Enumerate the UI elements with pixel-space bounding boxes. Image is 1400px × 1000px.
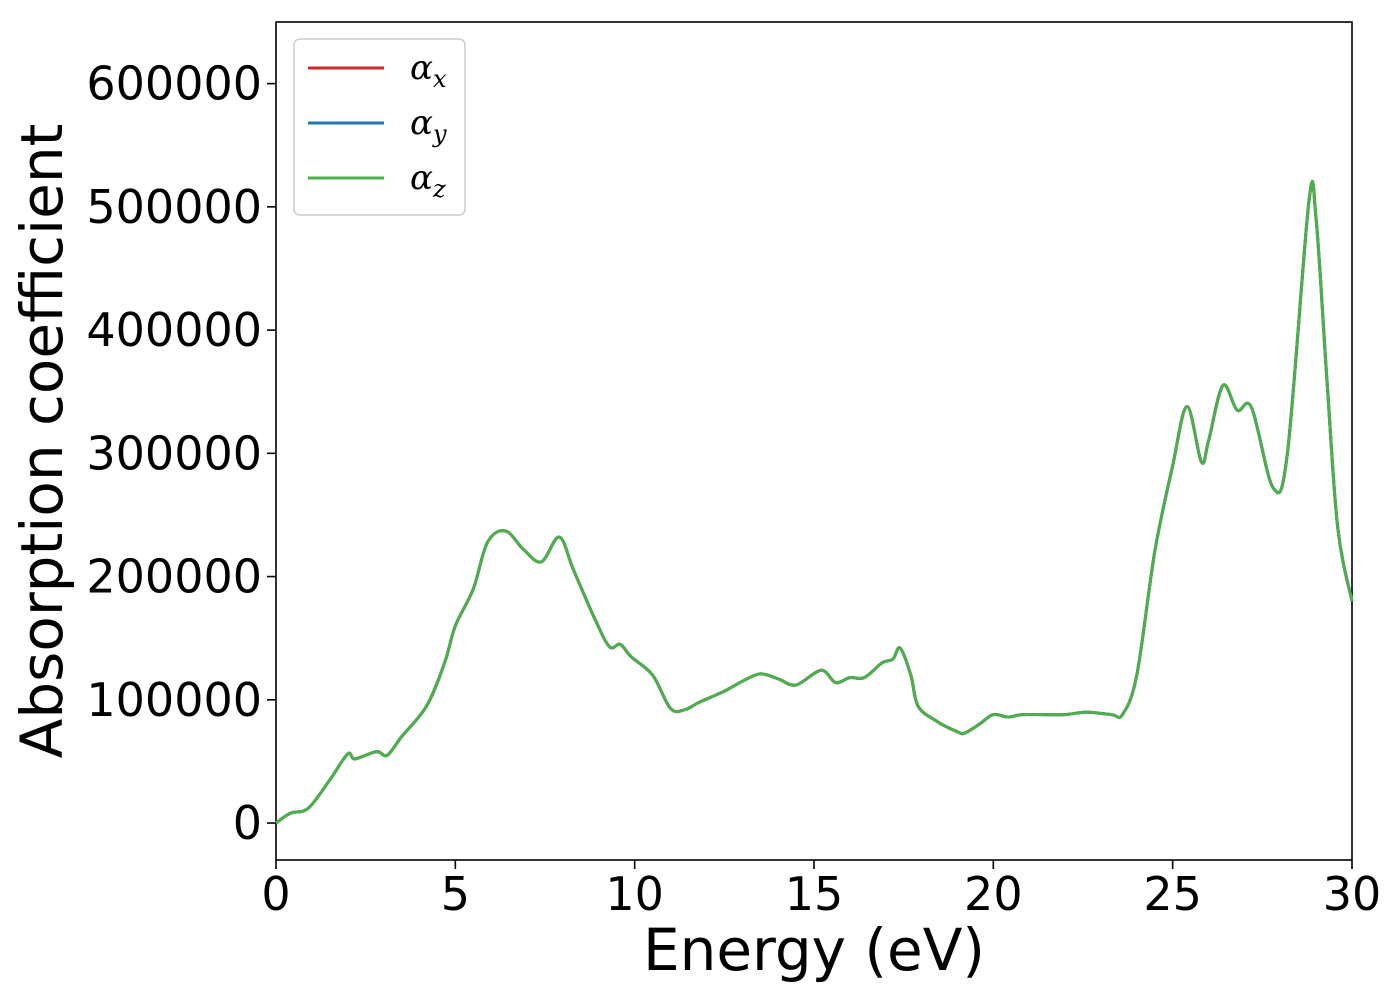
y-axis: 0 100000 200000 300000 400000 500000 600000 xyxy=(86,57,276,850)
x-tick-label: 25 xyxy=(1143,867,1202,921)
y-tick-label: 400000 xyxy=(86,303,262,357)
x-tick-label: 0 xyxy=(261,867,290,921)
legend-label-alpha-z: αz xyxy=(410,158,446,203)
x-tick-label: 5 xyxy=(441,867,470,921)
y-tick-label: 100000 xyxy=(86,673,262,727)
y-tick-label: 200000 xyxy=(86,550,262,604)
x-tick-label: 20 xyxy=(964,867,1023,921)
x-tick-label: 30 xyxy=(1323,867,1382,921)
legend-box xyxy=(293,38,466,216)
series-lines xyxy=(275,180,1354,825)
y-tick-label: 600000 xyxy=(86,57,262,111)
y-tick-label: 300000 xyxy=(86,426,262,480)
y-axis-label: Absorption coefficient xyxy=(8,124,76,759)
series-line-alpha-z xyxy=(275,180,1354,825)
x-axis-label: Energy (eV) xyxy=(643,916,985,984)
y-tick-label: 0 xyxy=(233,796,262,850)
x-tick-label: 15 xyxy=(785,867,844,921)
y-tick-label: 500000 xyxy=(86,180,262,234)
legend: αx αy αz xyxy=(293,38,466,216)
x-tick-label: 10 xyxy=(605,867,664,921)
x-axis: 0 5 10 15 20 25 30 xyxy=(261,860,1381,921)
legend-label-alpha-y: αy xyxy=(410,103,447,148)
legend-label-alpha-x: αx xyxy=(410,48,447,93)
